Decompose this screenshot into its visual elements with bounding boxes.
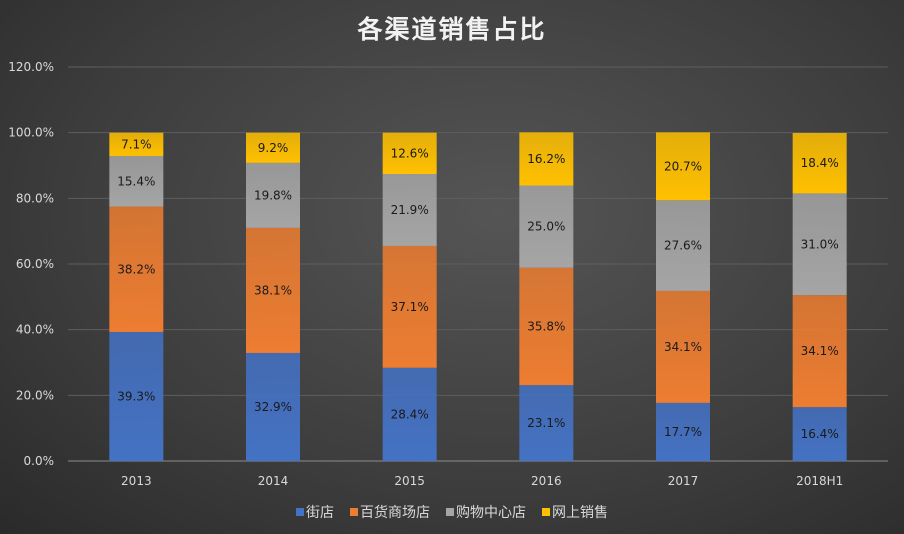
- data-label: 18.4%: [801, 156, 839, 170]
- data-label: 15.4%: [117, 174, 155, 188]
- x-tick-label: 2015: [394, 474, 425, 488]
- legend-label: 百货商场店: [360, 505, 430, 521]
- bar-segment: [656, 200, 710, 291]
- data-label: 25.0%: [527, 220, 565, 234]
- data-label: 35.8%: [527, 319, 565, 333]
- y-tick-label: 120.0%: [8, 60, 54, 74]
- chart-title: 各渠道销售占比: [357, 15, 547, 44]
- data-label: 16.4%: [801, 427, 839, 441]
- x-tick-label: 2013: [121, 474, 152, 488]
- bar-segment: [519, 267, 574, 386]
- bar-segment: [519, 385, 574, 461]
- bar-segment: [382, 245, 437, 368]
- legend-swatch: [350, 508, 358, 516]
- data-label: 31.0%: [801, 237, 839, 251]
- data-label: 16.2%: [527, 152, 565, 166]
- legend-swatch: [446, 508, 454, 516]
- x-tick-label: 2017: [668, 474, 699, 488]
- data-label: 34.1%: [664, 340, 702, 354]
- bar-segment: [109, 132, 164, 156]
- y-tick-label: 40.0%: [16, 323, 54, 337]
- data-label: 28.4%: [391, 407, 429, 421]
- data-label: 12.6%: [391, 146, 429, 160]
- bar-segment: [792, 193, 847, 296]
- legend: 街店 百货商场店 购物中心店 网上销售: [0, 502, 904, 522]
- data-label: 21.9%: [391, 203, 429, 217]
- data-label: 32.9%: [254, 400, 292, 414]
- x-tick-label: 2018H1: [796, 474, 843, 488]
- bar-segment: [792, 132, 847, 194]
- bar-segment: [246, 162, 300, 228]
- data-label: 17.7%: [664, 425, 702, 439]
- data-label: 38.1%: [254, 283, 292, 297]
- y-tick-label: 100.0%: [8, 126, 54, 140]
- bar-segment: [382, 132, 437, 175]
- bar-segment: [109, 155, 164, 207]
- x-tick-label: 2016: [531, 474, 562, 488]
- bar-segment: [519, 132, 574, 186]
- data-label: 27.6%: [664, 239, 702, 253]
- data-label: 19.8%: [254, 188, 292, 202]
- data-label: 7.1%: [121, 137, 152, 151]
- bar-segment: [109, 331, 164, 461]
- data-label: 34.1%: [801, 344, 839, 358]
- bar-segment: [792, 295, 847, 408]
- legend-item: 百货商场店: [350, 502, 430, 522]
- legend-label: 街店: [306, 505, 334, 521]
- legend-item: 购物中心店: [446, 502, 526, 522]
- y-tick-label: 60.0%: [16, 257, 54, 271]
- y-tick-label: 20.0%: [16, 388, 54, 402]
- y-tick-label: 80.0%: [16, 191, 54, 205]
- data-label: 20.7%: [664, 159, 702, 173]
- legend-label: 网上销售: [552, 505, 608, 521]
- x-tick-label: 2014: [258, 474, 289, 488]
- y-tick-label: 0.0%: [24, 454, 55, 468]
- bar-segment: [792, 407, 847, 461]
- bar-segment: [382, 367, 437, 461]
- bar-segment: [656, 402, 710, 461]
- legend-item: 街店: [296, 502, 334, 522]
- data-label: 39.3%: [117, 389, 155, 403]
- bar-segment: [656, 290, 710, 403]
- bar-segment: [246, 227, 300, 353]
- bar-segment: [519, 185, 574, 268]
- legend-label: 购物中心店: [456, 505, 526, 521]
- data-label: 23.1%: [527, 416, 565, 430]
- bar-segment: [382, 174, 437, 246]
- data-label: 9.2%: [258, 141, 289, 155]
- legend-item: 网上销售: [542, 502, 608, 522]
- legend-swatch: [542, 508, 550, 516]
- legend-swatch: [296, 508, 304, 516]
- data-label: 37.1%: [391, 300, 429, 314]
- bar-segment: [246, 132, 300, 163]
- bar-segment: [246, 352, 300, 461]
- bar-segment: [109, 206, 164, 332]
- data-label: 38.2%: [117, 262, 155, 276]
- bar-segment: [656, 132, 710, 201]
